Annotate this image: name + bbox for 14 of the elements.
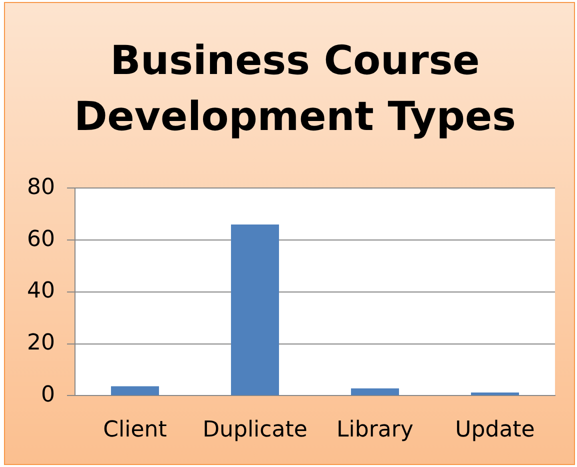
y-tick-label: 20 <box>26 330 55 356</box>
bar <box>110 386 159 396</box>
x-tick-label: Library <box>336 418 414 443</box>
bar <box>351 388 399 396</box>
y-tick-label: 40 <box>26 278 55 304</box>
x-tick-label: Client <box>103 418 168 443</box>
bar <box>230 224 279 396</box>
y-tick-label: 0 <box>40 382 55 408</box>
bar <box>471 392 519 396</box>
x-tick-label: Update <box>455 418 535 443</box>
x-tick-label: Duplicate <box>202 418 308 443</box>
y-tick-label: 60 <box>26 226 55 252</box>
y-tick-label: 80 <box>26 174 55 200</box>
chart-title: Business Course Development Types <box>73 37 517 142</box>
